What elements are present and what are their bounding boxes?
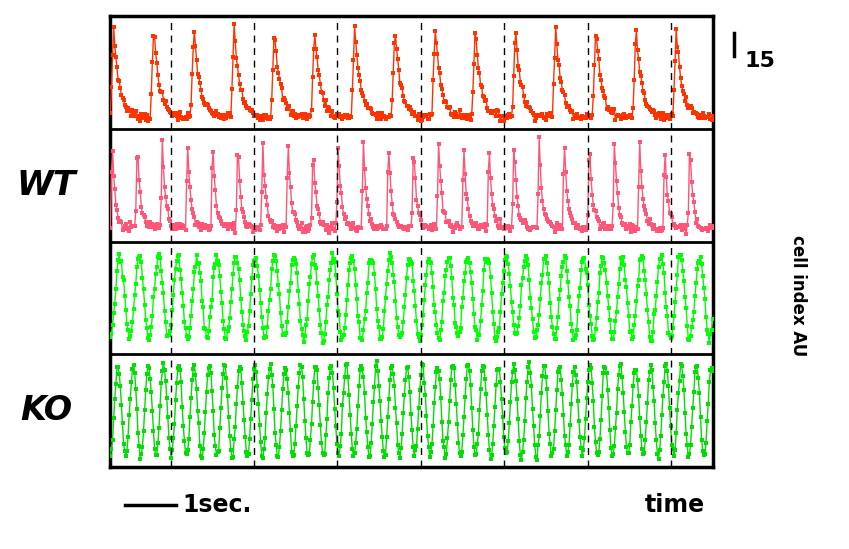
Text: time: time <box>644 493 705 517</box>
Text: 1sec.: 1sec. <box>183 493 252 517</box>
Text: KO: KO <box>20 394 73 427</box>
Text: cell index AU: cell index AU <box>789 235 807 356</box>
Text: 15: 15 <box>745 52 775 71</box>
Text: WT: WT <box>17 169 76 202</box>
